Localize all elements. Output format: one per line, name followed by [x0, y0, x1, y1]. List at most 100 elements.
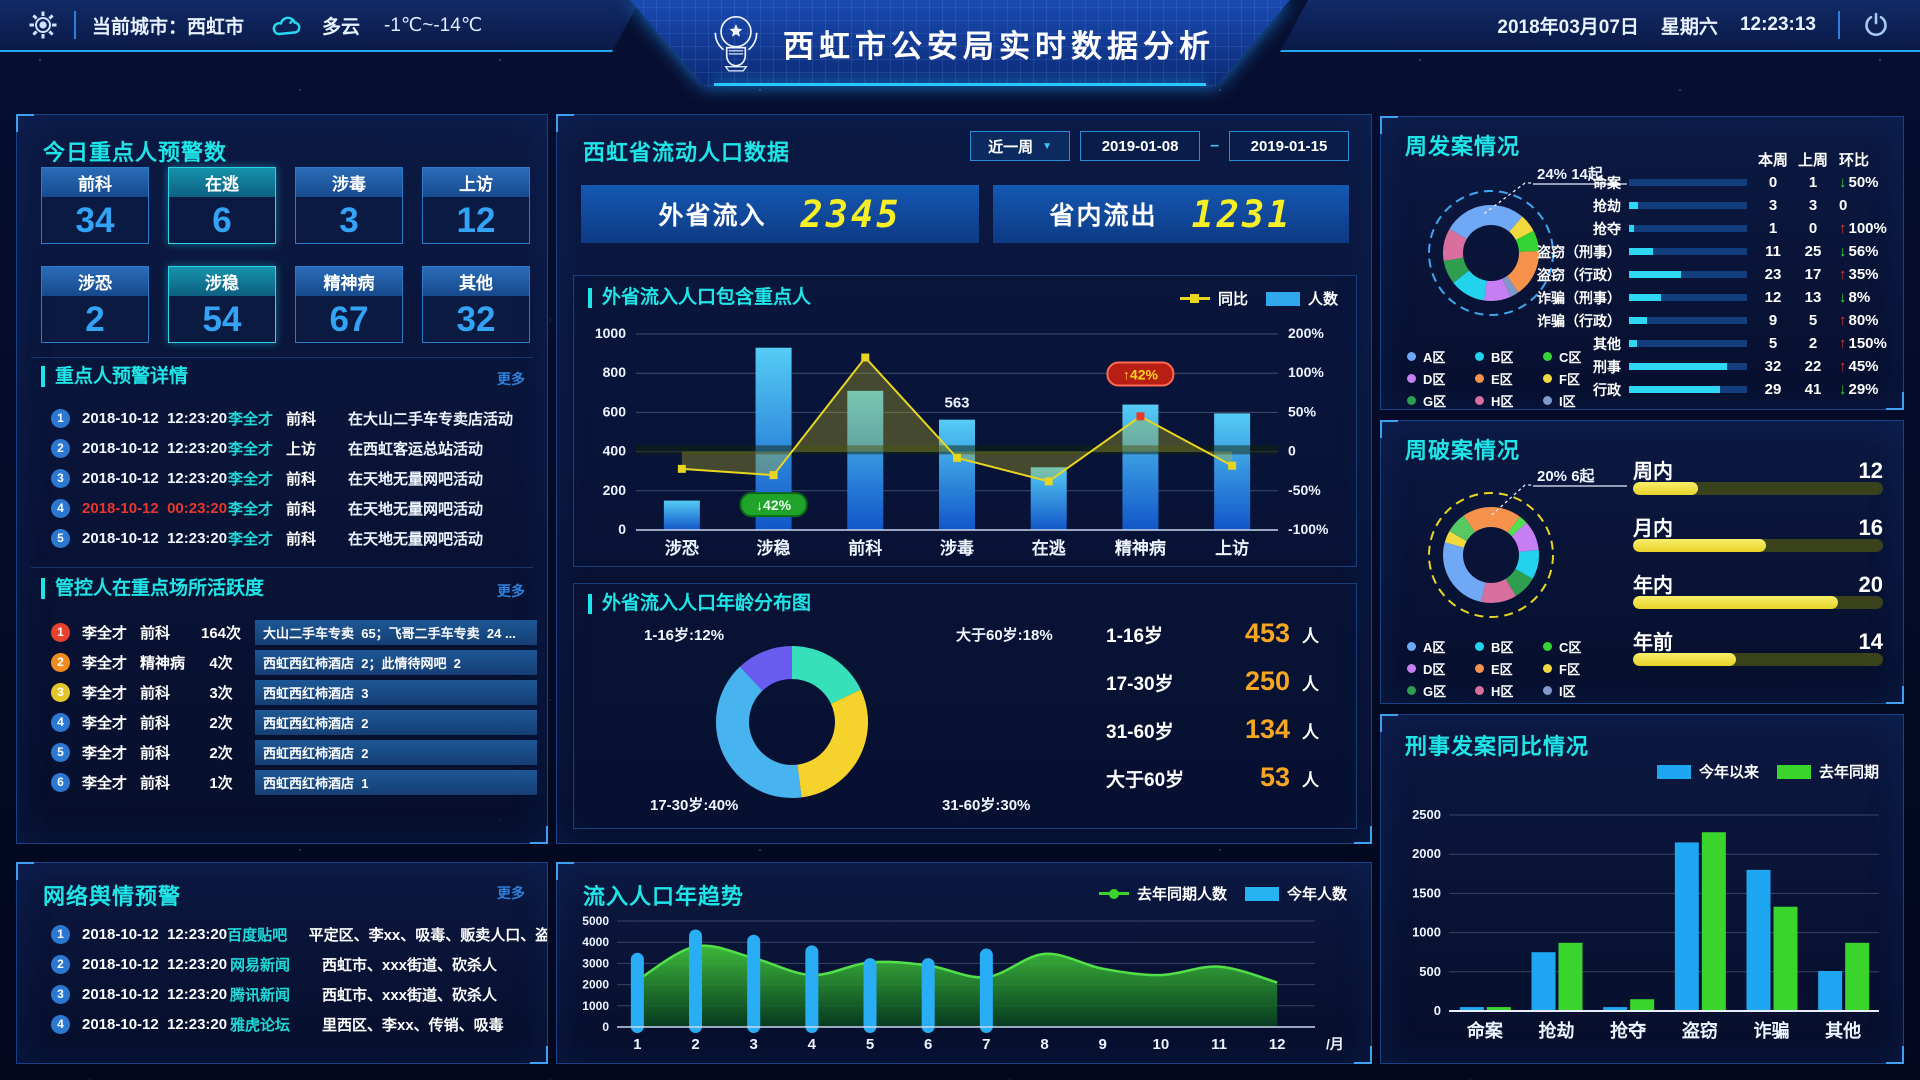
- legend-item-C区[interactable]: C区: [1543, 635, 1611, 657]
- legend-item-B区[interactable]: B区: [1475, 635, 1543, 657]
- row-index-badge: 2: [51, 954, 70, 974]
- panel-population: 西虹省流动人口数据 近一周 ▼ 2019-01-08 – 2019-01-15 …: [556, 114, 1372, 844]
- table-row: 其他 5 2 ↑ 150%: [1517, 332, 1897, 355]
- legend-item-F区[interactable]: F区: [1543, 367, 1611, 389]
- legend-item-同比[interactable]: 同比: [1179, 288, 1248, 309]
- age-stat-row: 31-60岁 134 人: [1106, 714, 1319, 762]
- news-source: 网易新闻: [230, 956, 291, 974]
- legend-item-人数[interactable]: 人数: [1265, 288, 1338, 309]
- svg-text:6: 6: [924, 1036, 932, 1053]
- chevron-down-icon: ▼: [1042, 140, 1053, 152]
- week-value: 12: [1764, 289, 1782, 306]
- power-icon[interactable]: [1862, 11, 1890, 39]
- current-city-label: 当前城市：西虹市: [92, 16, 245, 38]
- svg-text:563: 563: [944, 395, 969, 412]
- svg-text:上访: 上访: [1215, 538, 1249, 558]
- case-bar-fill: [1629, 363, 1727, 370]
- legend-item-E区[interactable]: E区: [1475, 367, 1543, 389]
- legend-item-H区[interactable]: H区: [1475, 679, 1543, 701]
- bar-cell: [1629, 294, 1753, 301]
- svg-text:3000: 3000: [582, 956, 609, 970]
- progress-track: [1633, 482, 1883, 495]
- legend-item-去年同期人数[interactable]: 去年同期人数: [1098, 883, 1227, 904]
- svg-text:2000: 2000: [582, 978, 609, 992]
- weekly-cases-area-legend: A区 B区 C区 D区 E区 F区 G区 H区 I区: [1407, 345, 1611, 411]
- more-link-sentiment[interactable]: 更多: [497, 885, 525, 901]
- svg-text:9: 9: [1099, 1036, 1107, 1053]
- divider: [31, 567, 533, 568]
- event-time: 2018-10-12 12:23:20: [82, 955, 228, 973]
- svg-text:0: 0: [602, 1020, 609, 1034]
- header-right-bar: 2018年03月07日 星期六 12:23:13: [1280, 0, 1920, 52]
- legend-label: A区: [1423, 639, 1446, 655]
- legend-item-今年以来[interactable]: 今年以来: [1656, 761, 1759, 782]
- legend-item-G区[interactable]: G区: [1407, 389, 1475, 411]
- age-stats-list: 1-16岁 453 人 17-30岁 250 人 31-60岁 134 人大于60岁 53 人: [1106, 618, 1319, 810]
- row-index-badge: 2: [51, 438, 70, 458]
- progress-line: 月内 16: [1633, 512, 1883, 540]
- legend-item-G区[interactable]: G区: [1407, 679, 1475, 701]
- legend-item-B区[interactable]: B区: [1475, 345, 1543, 367]
- legend-item-E区[interactable]: E区: [1475, 657, 1543, 679]
- bar-cell: [1629, 248, 1753, 255]
- panel-today-warnings: 今日重点人预警数 前科 34 在逃 6 涉毒 3 上访 12 涉恐 2 涉稳 54 精神病 67 其他 32 …: [16, 114, 548, 844]
- date-to-input[interactable]: 2019-01-15: [1229, 131, 1349, 161]
- progress-line: 年前 14: [1633, 626, 1883, 654]
- date-from-input[interactable]: 2019-01-08: [1080, 131, 1201, 161]
- legend-item-今年人数[interactable]: 今年人数: [1244, 883, 1347, 904]
- legend-item-D区[interactable]: D区: [1407, 367, 1475, 389]
- table-row: 诈骗（刑事） 12 13 ↓ 8%: [1517, 286, 1897, 309]
- legend-item-H区[interactable]: H区: [1475, 389, 1543, 411]
- legend-swatch: [1244, 886, 1279, 901]
- legend-label: 同比: [1217, 291, 1248, 308]
- age-stat-row: 17-30岁 250 人: [1106, 666, 1319, 714]
- legend-item-A区[interactable]: A区: [1407, 635, 1475, 657]
- event-time: 2018-10-12 12:23:20: [82, 985, 228, 1003]
- last-week-value: 25: [1804, 243, 1822, 260]
- arrow-down-icon: ↓: [1839, 174, 1847, 191]
- svg-text:20% 6起: 20% 6起: [1537, 468, 1596, 485]
- legend-item-F区[interactable]: F区: [1543, 657, 1611, 679]
- legend-item-I区[interactable]: I区: [1543, 389, 1611, 411]
- person-name: 李全才: [82, 744, 128, 762]
- event-description: 在大山二手车专卖店活动: [348, 410, 514, 428]
- bar-cell: [1629, 340, 1753, 347]
- table-row: 2 李全才 精神病 4次 西虹西红柿酒店 2；此情待网吧 2: [17, 647, 547, 677]
- bar-cell: [1629, 225, 1753, 232]
- legend-item-D区[interactable]: D区: [1407, 657, 1475, 679]
- svg-text:2000: 2000: [1412, 846, 1441, 861]
- more-link-activity[interactable]: 更多: [497, 583, 525, 599]
- svg-text:10: 10: [1153, 1036, 1170, 1053]
- inflow-value: 2345: [800, 192, 902, 236]
- svg-text:12: 12: [1269, 1036, 1286, 1053]
- table-row: 3 李全才 前科 3次 西虹西红柿酒店 3: [17, 677, 547, 707]
- person-name: 李全才: [228, 410, 274, 428]
- age-range-label: 1-16岁: [1106, 626, 1164, 647]
- legend-item-C区[interactable]: C区: [1543, 345, 1611, 367]
- visit-count: 164次: [200, 624, 242, 642]
- ratio-value: 50%: [1848, 174, 1879, 191]
- case-type-label: 诈骗（行政）: [1537, 312, 1621, 329]
- legend-item-去年同期[interactable]: 去年同期: [1776, 761, 1879, 782]
- age-count-value: 250: [1244, 666, 1290, 696]
- stat-value: 3: [339, 201, 359, 240]
- case-bar-fill: [1629, 271, 1681, 278]
- legend-item-A区[interactable]: A区: [1407, 345, 1475, 367]
- range-select[interactable]: 近一周 ▼: [970, 131, 1071, 161]
- legend-item-I区[interactable]: I区: [1543, 679, 1611, 701]
- table-row: 2 2018-10-12 12:23:20 李全才 上访 在西虹客运总站活动: [17, 433, 547, 463]
- weather-temperature: -1℃~-14℃: [384, 14, 483, 36]
- person-type: 前科: [286, 410, 317, 428]
- place-detail: 西虹西红柿酒店 3: [255, 679, 537, 705]
- more-link-warning-details[interactable]: 更多: [497, 371, 525, 387]
- bar-cell: [1629, 202, 1753, 209]
- panel-weekly-solved: 周破案情况 20% 6起 A区 B区 C区 D区 E区 F区 G区 H区 I区 周内 12 月内 16…: [1380, 420, 1904, 704]
- svg-text:↓42%: ↓42%: [756, 497, 792, 513]
- keywords: 里西区、李xx、传销、吸毒: [322, 1016, 504, 1034]
- header-left-bar: 当前城市：西虹市 多云 -1℃~-14℃: [0, 0, 640, 52]
- age-count-value: 134: [1244, 714, 1290, 744]
- table-row: 3 2018-10-12 12:23:20 腾讯新闻 西虹市、xxx街道、砍杀人: [17, 979, 547, 1009]
- gear-icon[interactable]: [28, 10, 58, 40]
- age-count-value: 53: [1259, 762, 1290, 792]
- svg-text:抢夺: 抢夺: [1610, 1020, 1647, 1041]
